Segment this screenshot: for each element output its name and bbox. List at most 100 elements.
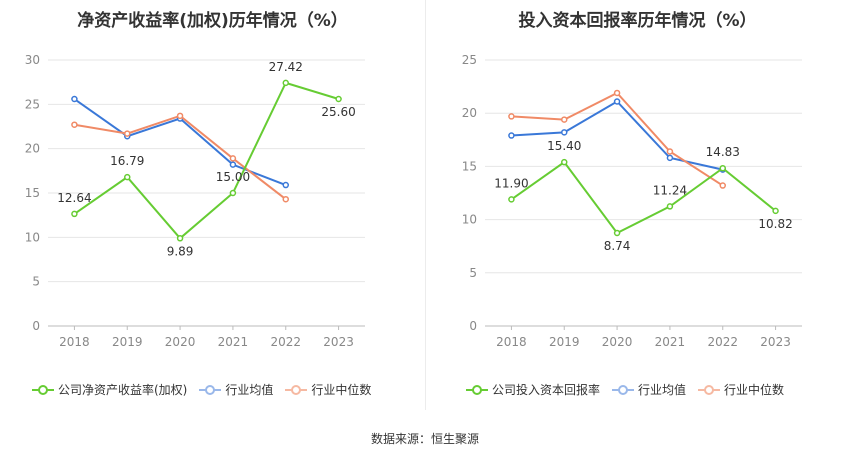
- legend-label: 行业均值: [225, 383, 274, 397]
- data-point-company: [176, 235, 184, 242]
- x-tick-label: 2022: [270, 335, 301, 349]
- roic-legend: 公司投入资本回报率 行业均值 行业中位数: [466, 381, 796, 398]
- roe-legend: 公司净资产收益率(加权) 行业均值 行业中位数: [32, 381, 383, 398]
- data-label: 16.79: [110, 154, 144, 168]
- legend-median-icon: [285, 384, 308, 395]
- y-tick-label: 20: [25, 142, 40, 156]
- x-tick-label: 2021: [655, 335, 686, 349]
- y-tick-label: 15: [25, 186, 40, 200]
- data-label: 12.64: [57, 191, 91, 205]
- legend-avg-icon: [612, 384, 635, 395]
- x-tick-label: 2018: [496, 335, 527, 349]
- y-tick-label: 0: [32, 319, 40, 333]
- data-label: 14.83: [706, 145, 740, 159]
- legend-label: 公司投入资本回报率: [492, 383, 601, 397]
- roe-chart-panel: 净资产收益率(加权)历年情况（%） 0 5 10 15 20 25 30 2018 2019 20…: [0, 0, 425, 420]
- x-tick-label: 2021: [218, 335, 249, 349]
- data-point-industry_median: [719, 182, 726, 189]
- roic-chart-panel: 投入资本回报率历年情况（%） 0 5 10 15 20 25 2018 2019 2020 202…: [425, 0, 850, 420]
- series-line-company: [510, 160, 777, 235]
- legend-median-icon: [698, 384, 721, 395]
- data-point-industry_avg: [282, 181, 289, 189]
- panel-divider: [425, 0, 426, 410]
- data-point-industry_median: [613, 89, 621, 97]
- data-point-industry_median: [229, 155, 237, 162]
- data-point-company: [561, 158, 568, 166]
- data-point-industry_median: [124, 130, 131, 137]
- data-point-company: [666, 203, 674, 210]
- x-tick-label: 2022: [707, 335, 738, 349]
- y-tick-label: 20: [462, 106, 477, 120]
- roe-chart-title: 净资产收益率(加权)历年情况（%）: [77, 11, 348, 31]
- data-point-company: [124, 173, 131, 181]
- series-line-industry_median: [511, 91, 724, 187]
- legend-item-industry-median[interactable]: 行业中位数: [285, 381, 371, 398]
- legend-company-icon: [466, 384, 488, 395]
- legend-item-industry-median[interactable]: 行业中位数: [698, 381, 784, 398]
- data-point-company: [335, 95, 342, 103]
- legend-avg-icon: [199, 384, 222, 395]
- legend-item-industry-avg[interactable]: 行业均值: [612, 381, 686, 398]
- data-point-industry_median: [561, 116, 568, 123]
- legend-label: 公司净资产收益率(加权): [58, 383, 188, 397]
- roic-chart-svg: 0 5 10 15 20 25 2018 2019 2020 2021 2022 2023 11.90 1…: [462, 53, 802, 349]
- legend-company-icon: [32, 384, 54, 395]
- legend-label: 行业中位数: [311, 383, 372, 397]
- data-point-industry_avg: [508, 132, 515, 139]
- data-point-company: [508, 196, 515, 203]
- y-tick-label: 25: [25, 97, 40, 111]
- x-tick-label: 2019: [549, 335, 580, 349]
- data-label: 11.24: [653, 183, 687, 197]
- legend-item-company[interactable]: 公司净资产收益率(加权): [32, 381, 187, 398]
- data-point-industry_median: [508, 113, 515, 120]
- data-point-industry_median: [71, 121, 78, 128]
- data-label: 25.60: [321, 105, 355, 119]
- x-tick-label: 2023: [760, 335, 791, 349]
- data-point-industry_avg: [229, 161, 237, 168]
- legend-label: 行业均值: [638, 383, 687, 397]
- data-point-company: [229, 189, 237, 197]
- series-line-industry_avg: [73, 98, 287, 186]
- y-tick-label: 30: [25, 53, 40, 67]
- legend-label: 行业中位数: [724, 383, 785, 397]
- data-point-company: [282, 79, 289, 87]
- data-point-company: [613, 229, 621, 237]
- data-point-company: [772, 207, 779, 215]
- series-line-industry_avg: [511, 100, 723, 171]
- legend-item-company[interactable]: 公司投入资本回报率: [466, 381, 600, 398]
- y-tick-label: 0: [469, 319, 477, 333]
- y-tick-label: 25: [462, 53, 477, 67]
- series-line-industry_median: [74, 114, 287, 200]
- y-tick-label: 10: [462, 213, 477, 227]
- data-label: 8.74: [604, 239, 631, 253]
- legend-item-industry-avg[interactable]: 行业均值: [199, 381, 273, 398]
- data-point-industry_avg: [561, 129, 568, 136]
- data-source: 数据来源：恒生聚源: [370, 432, 479, 446]
- data-label: 15.00: [216, 170, 250, 184]
- data-label: 27.42: [269, 60, 303, 74]
- x-tick-label: 2019: [112, 335, 143, 349]
- data-point-industry_avg: [613, 98, 621, 105]
- data-label: 15.40: [547, 139, 581, 153]
- x-tick-label: 2023: [323, 335, 354, 349]
- data-point-company: [71, 210, 78, 218]
- x-tick-label: 2020: [165, 335, 196, 349]
- x-tick-label: 2020: [602, 335, 633, 349]
- data-point-industry_median: [666, 148, 674, 155]
- data-label: 11.90: [494, 176, 528, 190]
- roic-chart-title: 投入资本回报率历年情况（%）: [518, 11, 757, 31]
- data-point-industry_median: [282, 195, 289, 203]
- data-label: 9.89: [167, 244, 194, 258]
- series-line-company: [73, 81, 339, 240]
- x-tick-label: 2018: [59, 335, 90, 349]
- y-tick-label: 15: [462, 159, 477, 173]
- y-tick-label: 5: [32, 275, 40, 289]
- data-point-company: [719, 164, 726, 172]
- y-tick-label: 10: [25, 230, 40, 244]
- y-tick-label: 5: [469, 266, 477, 280]
- data-point-industry_median: [176, 112, 184, 120]
- roe-chart-svg: 0 5 10 15 20 25 30 2018 2019 2020 2021 2022 2023 12.6…: [25, 53, 365, 349]
- data-label: 10.82: [758, 217, 792, 231]
- data-point-industry_avg: [666, 154, 674, 162]
- data-point-industry_avg: [71, 95, 78, 103]
